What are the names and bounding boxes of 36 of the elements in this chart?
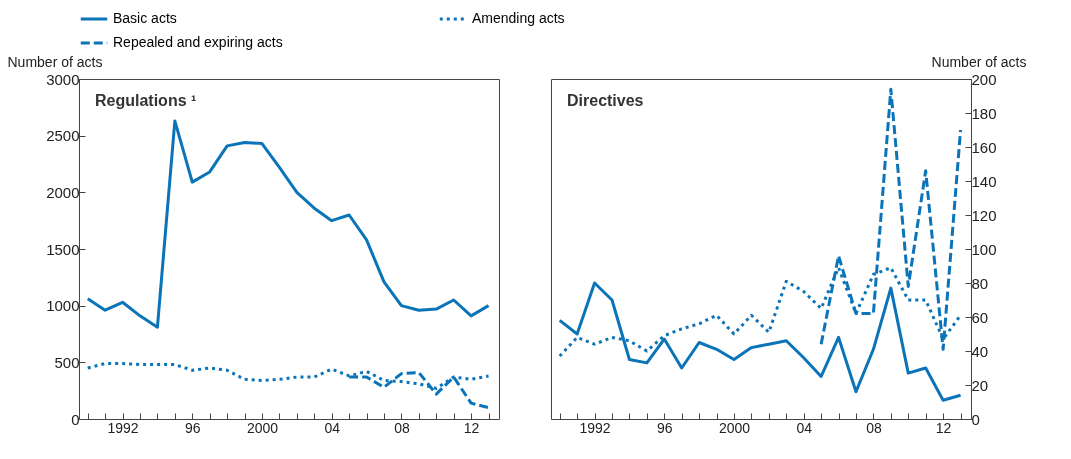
legend-label: Basic acts — [113, 10, 177, 26]
x-tick-label: 08 — [866, 419, 882, 436]
y-tick-label: 2500 — [46, 127, 80, 145]
x-tick-label: 96 — [184, 419, 201, 436]
x-tick-label: 1992 — [107, 419, 139, 436]
y-tick-label: 200 — [971, 70, 997, 88]
x-tick-label: 04 — [324, 419, 341, 436]
x-tick-label: 2000 — [718, 419, 751, 436]
y-axis-title: Number of acts — [7, 53, 103, 70]
x-tick-label: 96 — [656, 419, 673, 436]
y-tick-label: 500 — [54, 353, 80, 371]
x-tick-label: 12 — [935, 419, 952, 436]
y-tick-label: 160 — [971, 138, 997, 156]
text: Directives — [567, 92, 644, 109]
y-tick-label: 80 — [971, 274, 989, 292]
x-tick-label: 04 — [796, 419, 813, 436]
text: Regulations ¹ — [95, 92, 197, 109]
y-tick-label: 1000 — [46, 297, 80, 315]
y-tick-label: 2000 — [46, 183, 80, 201]
legend-label: Amending acts — [472, 10, 565, 26]
y-tick-label: 60 — [971, 308, 989, 326]
y-tick-label: 1500 — [46, 240, 80, 258]
legend-label: Repealed and expiring acts — [113, 34, 283, 50]
y-axis-title: Number of acts — [931, 53, 1027, 70]
y-tick-label: 20 — [971, 376, 989, 394]
x-tick-label: 08 — [394, 419, 410, 436]
y-tick-label: 100 — [971, 240, 997, 258]
y-tick-label: 3000 — [46, 70, 80, 88]
y-tick-label: 120 — [971, 206, 997, 224]
y-tick-label: 180 — [971, 104, 997, 122]
x-tick-label: 1992 — [579, 419, 611, 436]
x-tick-label: 12 — [463, 419, 480, 436]
y-tick-label: 140 — [971, 172, 997, 190]
x-tick-label: 2000 — [246, 419, 279, 436]
y-tick-label: 0 — [971, 410, 980, 428]
y-tick-label: 0 — [71, 410, 80, 428]
